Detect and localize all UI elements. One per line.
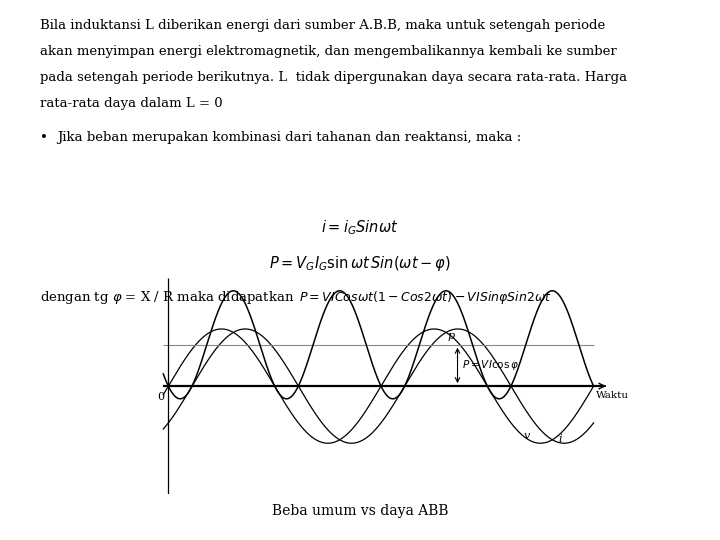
Text: $P = VICos\omega t(1-Cos2\omega t) - VISin\varphi Sin2\omega t$: $P = VICos\omega t(1-Cos2\omega t) - VIS… xyxy=(299,289,552,306)
Text: Bila induktansi L diberikan energi dari sumber A.B.B, maka untuk setengah period: Bila induktansi L diberikan energi dari … xyxy=(40,19,605,32)
Text: Waktu: Waktu xyxy=(595,391,629,400)
Text: pada setengah periode berikutnya. L  tidak dipergunakan daya secara rata-rata. H: pada setengah periode berikutnya. L tida… xyxy=(40,71,626,84)
Text: $i = i_G Sin\omega t$: $i = i_G Sin\omega t$ xyxy=(321,219,399,238)
Text: dengan tg $\varphi$ = X / R maka didapatkan: dengan tg $\varphi$ = X / R maka didapat… xyxy=(40,289,294,306)
Text: i: i xyxy=(558,434,562,444)
Text: Beba umum vs daya ABB: Beba umum vs daya ABB xyxy=(271,504,449,518)
Text: akan menyimpan energi elektromagnetik, dan mengembalikannya kembali ke sumber: akan menyimpan energi elektromagnetik, d… xyxy=(40,45,616,58)
Text: p: p xyxy=(448,332,455,341)
Text: 0: 0 xyxy=(158,392,164,402)
Text: v: v xyxy=(523,431,529,441)
Text: $P = V_G I_G \sin\omega t\, Sin(\omega t - \varphi)$: $P = V_G I_G \sin\omega t\, Sin(\omega t… xyxy=(269,254,451,273)
Text: rata-rata daya dalam L = 0: rata-rata daya dalam L = 0 xyxy=(40,97,222,110)
Text: Jika beban merupakan kombinasi dari tahanan dan reaktansi, maka :: Jika beban merupakan kombinasi dari taha… xyxy=(58,131,522,144)
Text: •: • xyxy=(40,131,48,144)
Text: $P = VI\cos\varphi$: $P = VI\cos\varphi$ xyxy=(462,357,518,372)
